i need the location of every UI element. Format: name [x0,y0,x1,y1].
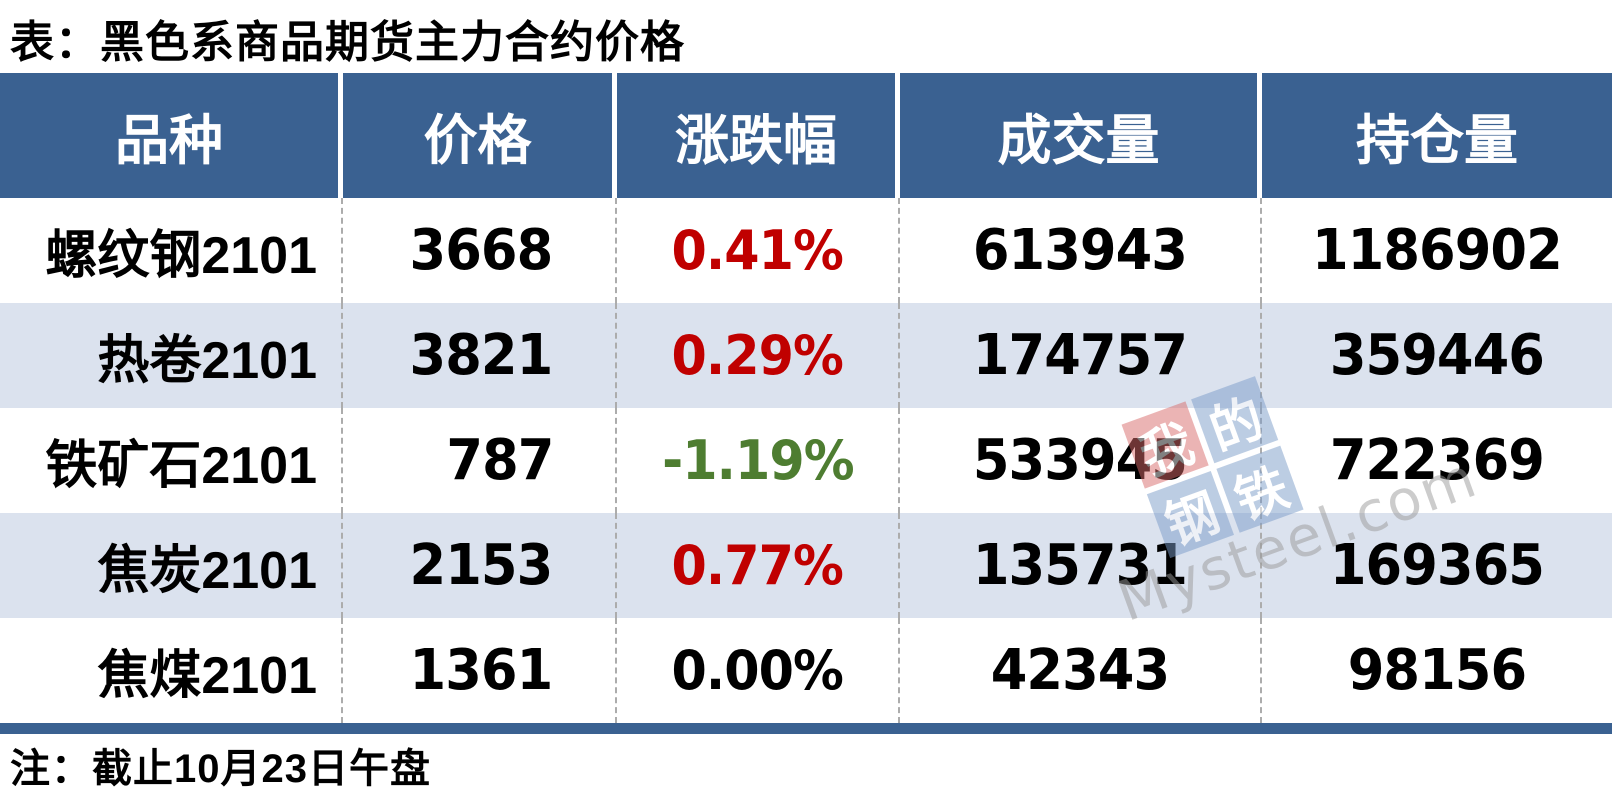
cell-change: 0.77% [671,534,844,597]
cell-change: 0.41% [671,219,844,282]
cell-open-interest: 1186902 [1312,218,1563,283]
cell-volume: 533945 [972,428,1188,493]
cell-price: 2153 [409,533,554,598]
cell-variety: 螺纹钢2101 [0,198,343,303]
cell-price: 1361 [409,638,554,703]
header-price: 价格 [343,73,617,198]
cell-change: -1.19% [661,429,854,492]
figure-title: 表：黑色系商品期货主力合约价格 [10,18,685,67]
cell-volume: 42343 [990,638,1170,703]
table-bottom-rule [0,723,1612,734]
table-row: 焦煤2101 1361 0.00% 42343 98156 [0,618,1612,723]
cell-open-interest: 359446 [1329,323,1545,388]
cell-change: 0.00% [671,639,844,702]
cell-variety: 热卷2101 [0,303,343,408]
cell-price: 3821 [409,323,554,388]
table-row: 铁矿石2101 787 -1.19% 533945 722369 [0,408,1612,513]
cell-volume: 613943 [972,218,1188,283]
cell-open-interest: 722369 [1329,428,1545,493]
cell-price: 787 [446,428,555,493]
cell-change: 0.29% [671,324,844,387]
cell-variety: 焦煤2101 [0,618,343,723]
cell-volume: 174757 [972,323,1188,388]
header-change: 涨跌幅 [617,73,900,198]
table-row: 螺纹钢2101 3668 0.41% 613943 1186902 [0,198,1612,303]
header-volume: 成交量 [900,73,1262,198]
futures-table: 品种 价格 涨跌幅 成交量 持仓量 螺纹钢2101 3668 0.41% 613… [0,73,1612,723]
cell-variety: 焦炭2101 [0,513,343,618]
cell-open-interest: 169365 [1329,533,1545,598]
cell-variety: 铁矿石2101 [0,408,343,513]
table-header-row: 品种 价格 涨跌幅 成交量 持仓量 [0,73,1612,198]
footnote: 注：截止10月23日午盘 [10,747,431,791]
table-row: 热卷2101 3821 0.29% 174757 359446 [0,303,1612,408]
cell-price: 3668 [409,218,554,283]
table-row: 焦炭2101 2153 0.77% 135731 169365 [0,513,1612,618]
cell-open-interest: 98156 [1347,638,1527,703]
header-open-interest: 持仓量 [1356,108,1518,172]
cell-volume: 135731 [972,533,1188,598]
header-variety: 品种 [0,73,343,198]
